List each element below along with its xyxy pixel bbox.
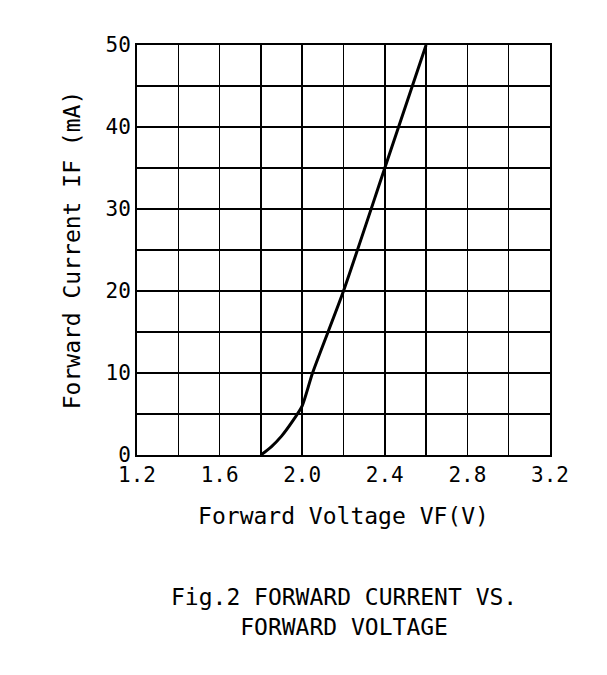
svg-text:Forward Voltage VF(V): Forward Voltage VF(V) bbox=[198, 503, 489, 529]
svg-text:2.0: 2.0 bbox=[283, 463, 321, 487]
svg-text:2.8: 2.8 bbox=[448, 463, 486, 487]
svg-text:40: 40 bbox=[106, 115, 131, 139]
svg-text:0: 0 bbox=[118, 443, 131, 467]
svg-text:1.6: 1.6 bbox=[201, 463, 239, 487]
svg-text:3.2: 3.2 bbox=[531, 463, 569, 487]
svg-text:50: 50 bbox=[106, 33, 131, 57]
svg-text:1.2: 1.2 bbox=[118, 463, 156, 487]
svg-text:Fig.2 FORWARD CURRENT VS.FORWA: Fig.2 FORWARD CURRENT VS.FORWARD VOLTAGE bbox=[171, 584, 517, 640]
svg-text:Forward Current IF (mA): Forward Current IF (mA) bbox=[59, 91, 85, 410]
svg-text:2.4: 2.4 bbox=[366, 463, 404, 487]
svg-text:30: 30 bbox=[106, 197, 131, 221]
svg-text:10: 10 bbox=[106, 361, 131, 385]
svg-text:20: 20 bbox=[106, 279, 131, 303]
